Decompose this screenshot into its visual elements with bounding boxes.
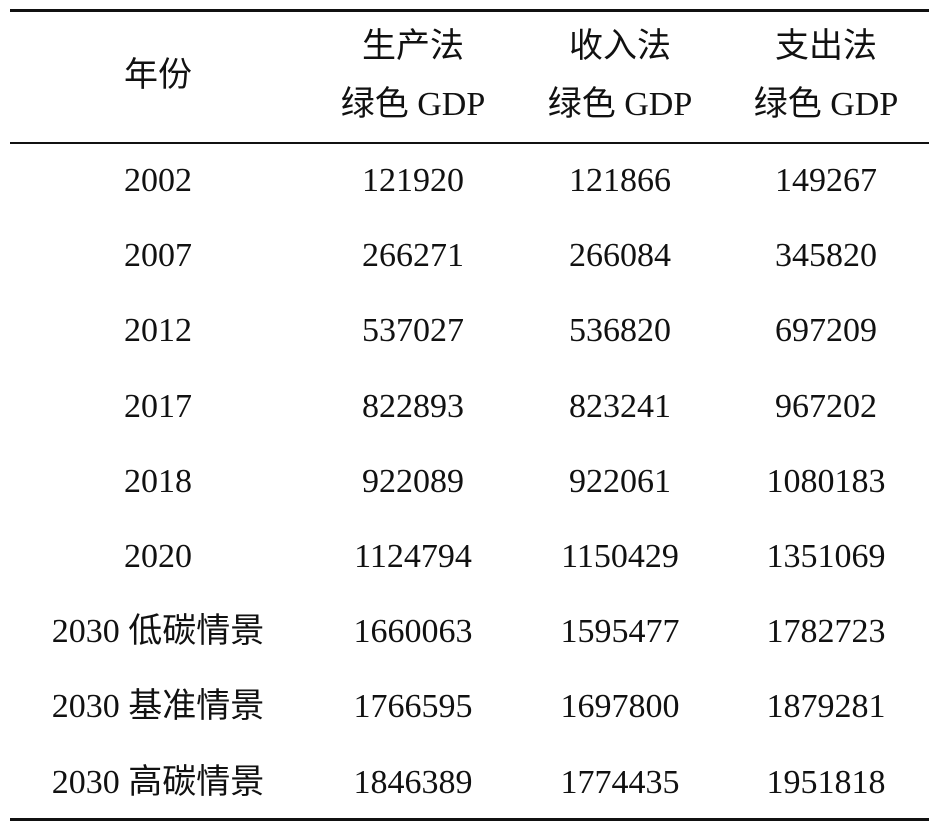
header-cell: 收入法 <box>569 28 671 65</box>
table-cell: 1150429 <box>561 538 679 575</box>
table-cell: 1660063 <box>353 613 473 651</box>
table-cell: 2030 低碳情景 <box>51 613 265 651</box>
table-cell: 2030 基准情景 <box>51 688 265 726</box>
table-cell: 2018 <box>124 462 192 500</box>
table-cell: 697209 <box>775 312 877 350</box>
table-cell: 2002 <box>124 162 192 199</box>
table-cell: 266084 <box>569 237 671 275</box>
table-cell: 1846389 <box>353 763 473 801</box>
table-cell: 1951818 <box>766 763 886 801</box>
table-cell: 2020 <box>124 538 192 575</box>
table-cell: 1697800 <box>560 688 680 726</box>
table-cell: 345820 <box>775 237 877 275</box>
table-cell: 1782723 <box>766 613 886 651</box>
header-cell: 绿色 GDP <box>340 86 486 123</box>
table-cell: 2007 <box>124 237 192 275</box>
table-cell: 1124794 <box>354 538 472 575</box>
table-cell: 121866 <box>569 162 671 199</box>
table-cell: 266271 <box>362 237 464 275</box>
table-cell: 121920 <box>362 162 464 199</box>
table-cell: 922061 <box>569 462 671 500</box>
top-rule <box>10 9 929 12</box>
table-cell: 537027 <box>362 312 464 350</box>
table-cell: 1595477 <box>560 613 680 651</box>
table-cell: 1879281 <box>766 688 886 726</box>
table-cell: 1774435 <box>560 763 680 801</box>
header-cell: 年份 <box>124 57 192 94</box>
table-cell: 1766595 <box>353 688 473 726</box>
header-cell: 生产法 <box>362 28 464 65</box>
table-cell: 1351069 <box>766 538 886 575</box>
table-cell: 2012 <box>124 312 192 350</box>
table-cell: 967202 <box>775 387 877 425</box>
header-cell: 绿色 GDP <box>547 86 693 123</box>
table-cell: 922089 <box>362 462 464 500</box>
table-cell: 2030 高碳情景 <box>51 763 265 801</box>
table-cell: 149267 <box>775 162 877 199</box>
table-cell: 1080183 <box>766 462 886 500</box>
bottom-rule <box>10 818 929 821</box>
header-cell: 支出法 <box>775 28 877 65</box>
table-cell: 536820 <box>569 312 671 350</box>
table-cell: 2017 <box>124 387 192 425</box>
table-cell: 823241 <box>569 387 671 425</box>
mid-rule <box>10 142 929 144</box>
header-cell: 绿色 GDP <box>753 86 899 123</box>
table-cell: 822893 <box>362 387 464 425</box>
